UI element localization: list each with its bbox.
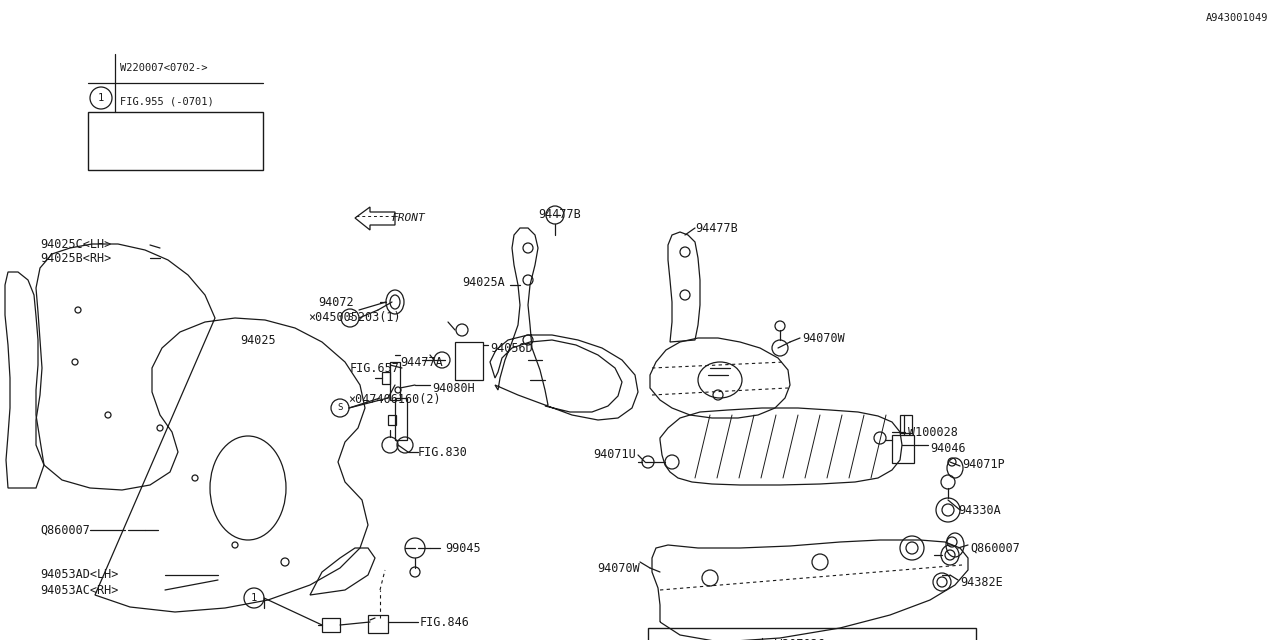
Bar <box>88 112 262 170</box>
Text: 94053AC<RH>: 94053AC<RH> <box>40 584 118 596</box>
Text: FRONT: FRONT <box>392 213 426 223</box>
Text: 94025: 94025 <box>241 333 275 346</box>
Text: FIG.830: FIG.830 <box>419 445 468 458</box>
Text: W220007<0702->: W220007<0702-> <box>120 63 207 73</box>
Text: ×047406160(2): ×047406160(2) <box>348 394 440 406</box>
Text: 94080H: 94080H <box>433 381 475 394</box>
Text: 94477B: 94477B <box>538 207 581 221</box>
Text: 94382E: 94382E <box>960 575 1002 589</box>
Text: 1: 1 <box>97 93 104 103</box>
Polygon shape <box>355 207 396 230</box>
Text: 94477B: 94477B <box>695 221 737 234</box>
Text: 94071P: 94071P <box>963 458 1005 472</box>
Text: 1: 1 <box>251 593 257 603</box>
Bar <box>369 615 388 633</box>
Text: Q860007: Q860007 <box>970 541 1020 554</box>
Text: 94330A: 94330A <box>957 504 1001 516</box>
Bar <box>892 435 914 463</box>
Text: 94070W: 94070W <box>803 332 845 344</box>
Text: 94046: 94046 <box>931 442 965 454</box>
Text: A943001049: A943001049 <box>1206 13 1268 23</box>
Bar <box>323 618 340 632</box>
Bar <box>381 372 390 384</box>
Text: 94025C<LH>: 94025C<LH> <box>40 237 111 250</box>
Text: 94025A: 94025A <box>462 275 504 289</box>
Text: W207026: W207026 <box>774 639 824 640</box>
Text: 94025B<RH>: 94025B<RH> <box>40 252 111 264</box>
Text: 94053AD<LH>: 94053AD<LH> <box>40 568 118 582</box>
Bar <box>388 415 396 425</box>
Bar <box>396 398 407 440</box>
Text: FIG.657: FIG.657 <box>349 362 399 374</box>
Text: S: S <box>347 314 353 323</box>
Text: FIG.955 (-0701): FIG.955 (-0701) <box>120 96 214 106</box>
Text: 94071U: 94071U <box>593 449 636 461</box>
Text: 94477A: 94477A <box>399 355 443 369</box>
Text: 94070W: 94070W <box>598 561 640 575</box>
Text: 94056D: 94056D <box>490 342 532 355</box>
Text: FIG.846: FIG.846 <box>420 616 470 628</box>
Text: Q860007: Q860007 <box>40 524 90 536</box>
Text: 94072: 94072 <box>317 296 353 308</box>
Bar <box>900 415 911 433</box>
Bar <box>390 362 399 400</box>
Text: ×045005203(1): ×045005203(1) <box>308 312 401 324</box>
Bar <box>454 342 483 380</box>
Text: 99045: 99045 <box>445 541 480 554</box>
Text: W100028: W100028 <box>908 426 957 438</box>
Bar <box>648 628 977 640</box>
Text: S: S <box>338 403 343 413</box>
